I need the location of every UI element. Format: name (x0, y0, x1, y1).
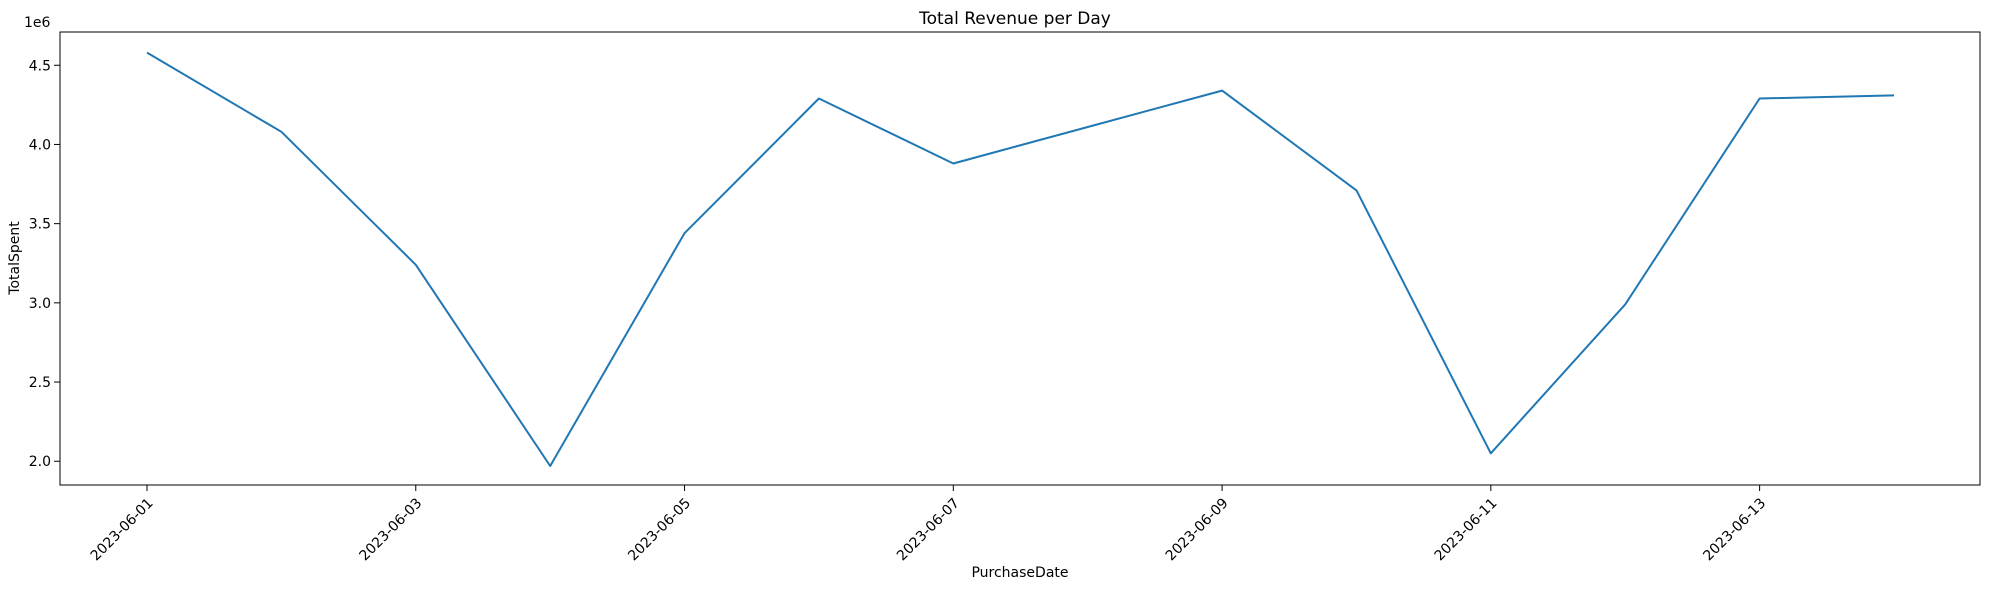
x-tick-label: 2023-06-13 (1700, 495, 1769, 564)
plot-frame (59, 31, 1981, 486)
x-tick-label: 2023-06-03 (357, 495, 426, 564)
y-tick-label: 4.5 (29, 58, 51, 74)
x-tick-label: 2023-06-11 (1432, 495, 1501, 564)
y-tick-label: 2.0 (29, 454, 51, 470)
x-axis-title: PurchaseDate (971, 565, 1068, 581)
x-tick-label: 2023-06-09 (1163, 495, 1232, 564)
y-scale-label: 1e6 (24, 15, 51, 31)
x-axis: 2023-06-01 2023-06-03 2023-06-05 2023-06-07… (88, 485, 1769, 564)
y-axis: 2.0 2.5 3.0 3.5 4.0 4.5 (29, 58, 60, 470)
series-line (146, 51, 1895, 467)
y-tick-label: 2.5 (29, 375, 51, 391)
y-tick-label: 3.5 (29, 217, 51, 233)
y-axis-title: TotalSpent (7, 221, 23, 296)
x-tick-label: 2023-06-05 (625, 495, 694, 564)
x-tick-label: 2023-06-01 (88, 495, 157, 564)
x-tick-label: 2023-06-07 (894, 495, 963, 564)
y-tick-label: 3.0 (29, 296, 51, 312)
chart-title: Total Revenue per Day (918, 9, 1111, 29)
y-tick-label: 4.0 (29, 137, 51, 153)
series-layer (146, 51, 1895, 467)
